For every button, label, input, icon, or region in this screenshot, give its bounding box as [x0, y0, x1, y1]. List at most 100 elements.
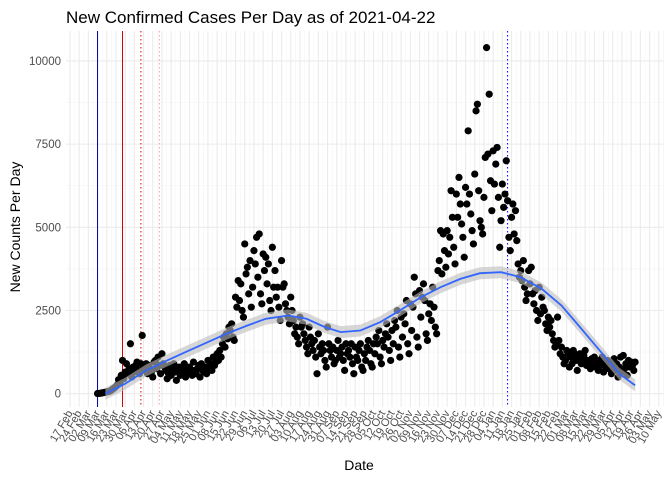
data-point: [488, 207, 496, 215]
data-point: [260, 266, 269, 275]
data-point: [309, 346, 317, 355]
smooth-trend-line: [104, 271, 636, 395]
data-point: [450, 243, 458, 251]
data-point: [506, 247, 514, 255]
data-point: [507, 213, 516, 221]
data-point: [425, 310, 433, 318]
data-point: [419, 280, 428, 288]
data-point: [561, 356, 570, 365]
data-point: [300, 330, 308, 338]
data-point: [485, 90, 493, 98]
data-point: [405, 350, 413, 358]
data-point: [339, 356, 347, 365]
data-point: [619, 351, 627, 360]
data-point: [451, 260, 459, 268]
data-point: [468, 227, 476, 235]
data-point: [366, 346, 374, 355]
data-point: [271, 266, 279, 275]
y-tick-label: 10000: [29, 56, 61, 68]
data-point: [431, 323, 439, 331]
data-point: [321, 356, 329, 365]
data-point: [313, 370, 321, 378]
data-point: [158, 350, 166, 358]
data-point: [281, 300, 290, 308]
data-point: [530, 300, 538, 308]
data-point: [447, 187, 455, 195]
data-point: [249, 283, 257, 291]
data-point: [394, 343, 403, 351]
y-tick-label: 7500: [35, 139, 61, 151]
data-point: [312, 353, 320, 361]
data-point: [264, 260, 272, 268]
data-point: [239, 313, 248, 321]
data-point: [433, 330, 441, 338]
data-point: [217, 353, 225, 361]
data-point: [371, 350, 379, 358]
data-point: [459, 233, 467, 241]
data-point: [448, 213, 456, 221]
data-point: [477, 223, 485, 231]
data-point: [423, 336, 432, 345]
data-point: [498, 180, 506, 188]
data-point: [254, 273, 262, 281]
data-point: [364, 336, 372, 345]
data-point: [337, 350, 345, 358]
data-point: [355, 346, 363, 355]
data-point: [292, 323, 300, 331]
data-points: [93, 44, 639, 398]
data-point: [368, 363, 376, 371]
data-point: [438, 270, 446, 278]
data-point: [410, 273, 418, 281]
data-point: [377, 360, 386, 368]
data-point: [334, 336, 342, 345]
data-point: [519, 256, 527, 265]
data-point: [245, 290, 253, 298]
data-point: [255, 230, 263, 238]
data-point: [631, 358, 639, 366]
data-point: [243, 263, 251, 271]
data-point: [241, 240, 249, 248]
smooth-trend: [104, 266, 636, 400]
data-point: [493, 143, 501, 152]
data-point: [172, 376, 180, 384]
data-point: [266, 296, 274, 305]
data-point: [235, 296, 244, 305]
data-point: [216, 346, 224, 355]
data-point: [480, 193, 488, 201]
x-axis-title: Date: [344, 457, 374, 473]
data-point: [280, 280, 288, 288]
data-point: [157, 370, 165, 378]
data-point: [318, 340, 326, 348]
data-point: [301, 336, 309, 345]
data-point: [452, 190, 460, 198]
data-point: [500, 203, 508, 211]
data-point: [476, 217, 484, 225]
data-point: [523, 290, 531, 298]
data-point: [310, 336, 318, 345]
y-axis-ticks: 0 2500 5000 7500 10000: [29, 56, 61, 401]
y-tick-label: 2500: [35, 306, 61, 318]
data-point: [275, 303, 283, 311]
data-point: [256, 290, 265, 298]
data-point: [344, 346, 353, 355]
data-point: [496, 243, 504, 251]
data-point: [427, 316, 435, 325]
data-point: [396, 353, 404, 361]
data-point: [362, 356, 370, 365]
data-point: [360, 350, 368, 358]
data-point: [304, 350, 312, 358]
data-point: [277, 256, 286, 265]
data-point: [446, 233, 454, 241]
data-point: [502, 157, 510, 165]
data-point: [443, 227, 451, 235]
data-point: [497, 217, 505, 225]
data-point: [553, 313, 562, 321]
data-point: [387, 356, 395, 365]
data-point: [581, 346, 589, 355]
data-point: [322, 363, 330, 371]
data-point: [242, 270, 250, 278]
data-point: [180, 360, 188, 368]
data-point: [509, 200, 517, 208]
data-point: [341, 366, 349, 374]
